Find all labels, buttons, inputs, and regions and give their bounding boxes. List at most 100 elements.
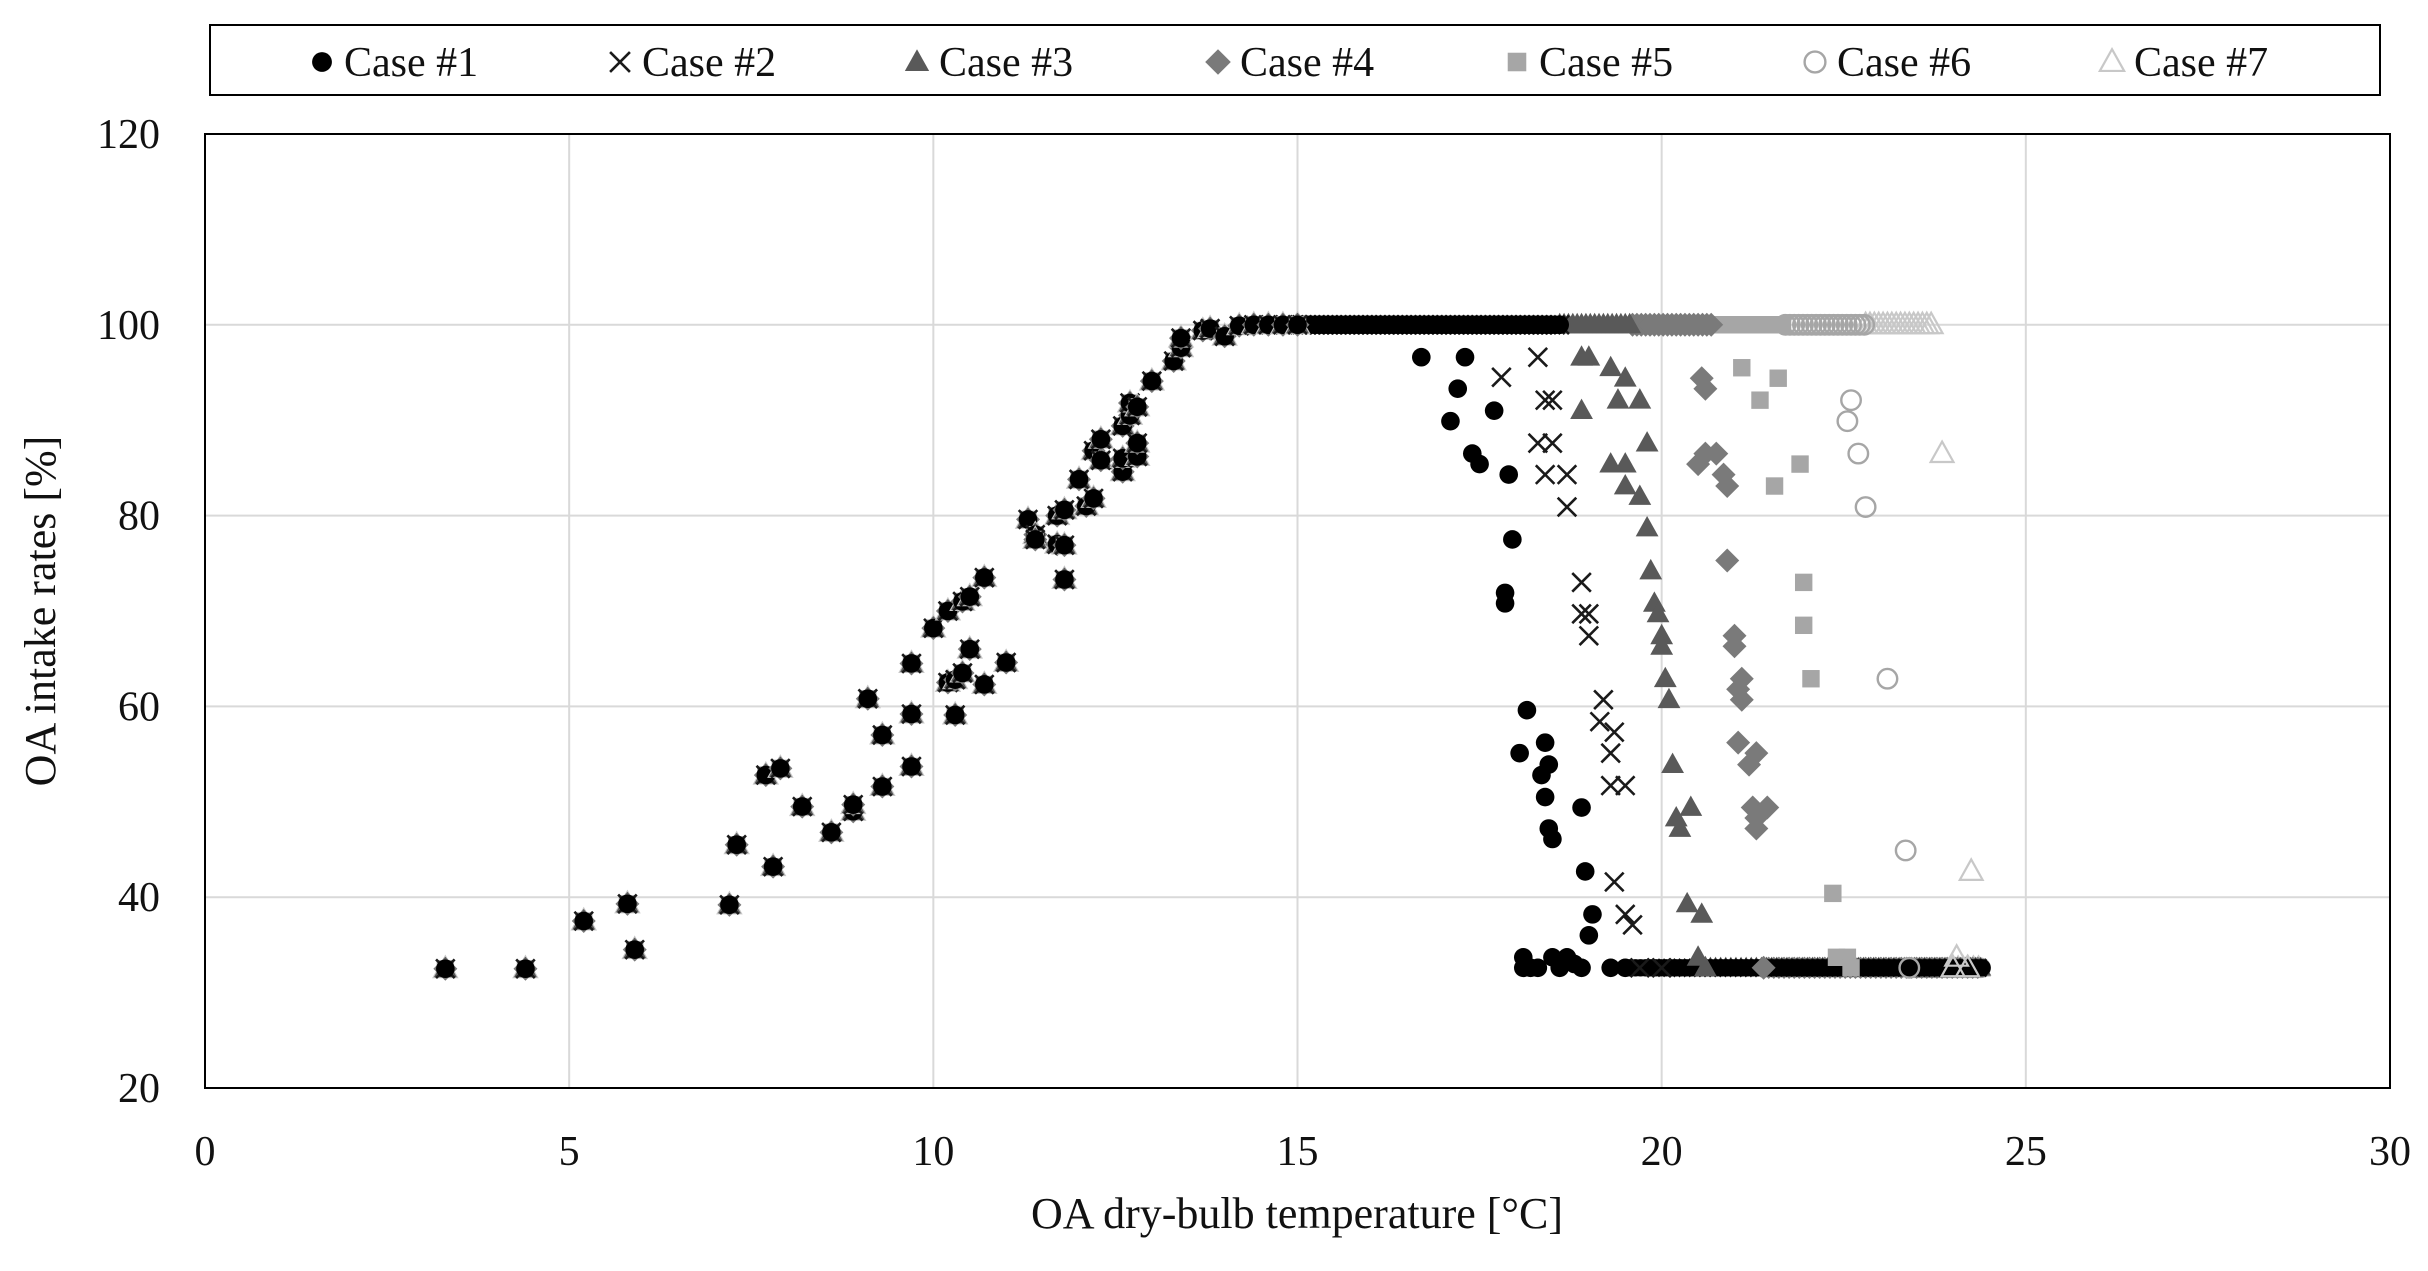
data-point [1572, 798, 1591, 817]
data-point [1578, 603, 1600, 625]
legend-item: Case #2 [609, 40, 776, 86]
data-point [1898, 956, 1921, 979]
data-point [1894, 839, 1917, 862]
ramp-point [873, 777, 892, 796]
ramp-point [1018, 510, 1038, 529]
data-point [1791, 455, 1809, 473]
legend-label: Case #3 [939, 40, 1073, 86]
legend-marker [1803, 50, 1827, 74]
data-point [1528, 958, 1548, 978]
data-point [1583, 905, 1602, 924]
legend-item: Case #6 [1803, 40, 1971, 86]
ramp-point [843, 795, 863, 814]
ramp-point [1055, 535, 1074, 555]
data-point [1578, 625, 1600, 647]
ramp-point [574, 911, 594, 931]
data-point [1589, 711, 1610, 732]
plateau-and-floor-markers [1287, 310, 1992, 979]
data-point [1661, 752, 1684, 773]
data-point [1613, 474, 1637, 495]
data-point [1606, 388, 1630, 409]
data-point [1751, 955, 1776, 980]
x-tick-label: 25 [2005, 1129, 2047, 1175]
legend-item: Case #7 [2097, 40, 2268, 86]
data-point [1535, 733, 1555, 752]
legend-label: Case #4 [1240, 40, 1374, 86]
data-point [1693, 376, 1718, 401]
ramp-point [727, 835, 746, 855]
data-point [1613, 366, 1637, 387]
data-point [1690, 902, 1714, 923]
ramp-point [625, 940, 645, 959]
data-point [1957, 857, 1985, 881]
legend-label: Case #1 [344, 40, 478, 86]
data-point [1650, 634, 1674, 655]
data-point [1510, 743, 1529, 763]
plot-frame [204, 133, 2391, 1089]
x-tick-label: 5 [559, 1129, 580, 1175]
ramp-point [1026, 530, 1045, 549]
data-point [1448, 379, 1468, 399]
legend-label: Case #2 [642, 40, 776, 86]
legend-label: Case #7 [2134, 40, 2268, 86]
data-point [1599, 355, 1623, 377]
data-point [1570, 398, 1593, 420]
data-point [1854, 496, 1877, 518]
data-point [1726, 730, 1751, 755]
ramp-point [516, 959, 535, 979]
data-point [1534, 389, 1556, 411]
y-tick-label: 60 [118, 684, 160, 730]
data-point [1840, 389, 1862, 412]
ramp-point [975, 675, 994, 694]
data-point [1928, 439, 1956, 464]
data-point [1751, 391, 1769, 409]
ramp-point [1091, 429, 1111, 449]
legend-marker [904, 49, 930, 71]
legend: Case #1 Case #2 Case #3 Case #4 Case #5 Case … [209, 24, 2381, 96]
plateau-point [1699, 312, 1724, 337]
data-point [1693, 955, 1717, 977]
data-point [1704, 441, 1729, 466]
data-point [1836, 410, 1859, 433]
ramp-point [1055, 570, 1074, 589]
plateau-point [1773, 316, 1792, 334]
data-point [1628, 484, 1652, 505]
legend-marker [1205, 49, 1231, 75]
data-point [1943, 943, 1970, 967]
data-point [1503, 530, 1522, 549]
data-point [1556, 496, 1578, 518]
data-point [1535, 787, 1555, 807]
data-point [1534, 464, 1556, 485]
legend-item: Case #4 [1205, 40, 1374, 86]
data-point [1876, 667, 1899, 690]
legend-frame [209, 24, 2381, 96]
y-axis-ticks: 20 40 60 80 100 120 [97, 112, 160, 1112]
data-point [1441, 411, 1460, 431]
data-point [1604, 871, 1625, 893]
legend-label: Case #6 [1837, 40, 1971, 86]
data-point [1939, 953, 1967, 978]
data-points [432, 310, 1985, 981]
y-tick-label: 40 [118, 875, 160, 921]
data-point [1650, 623, 1674, 645]
x-tick-label: 30 [2369, 1129, 2411, 1175]
ramp-point [1091, 450, 1111, 470]
data-point [1802, 670, 1820, 688]
ramp-point [1171, 328, 1191, 348]
ramp-point [771, 759, 790, 778]
ramp-point [1127, 397, 1147, 417]
legend-marker [312, 52, 332, 72]
data-point [1571, 572, 1592, 593]
data-point [1628, 388, 1652, 409]
data-point [1635, 431, 1659, 452]
data-point [1635, 516, 1659, 537]
y-tick-label: 100 [97, 303, 160, 349]
x-axis-label: OA dry-bulb temperature [°C] [1031, 1189, 1563, 1238]
data-point [1455, 347, 1475, 367]
data-point [1769, 369, 1787, 387]
x-tick-label: 20 [1641, 1129, 1683, 1175]
data-point [1794, 573, 1813, 592]
ramp-point [902, 704, 921, 724]
